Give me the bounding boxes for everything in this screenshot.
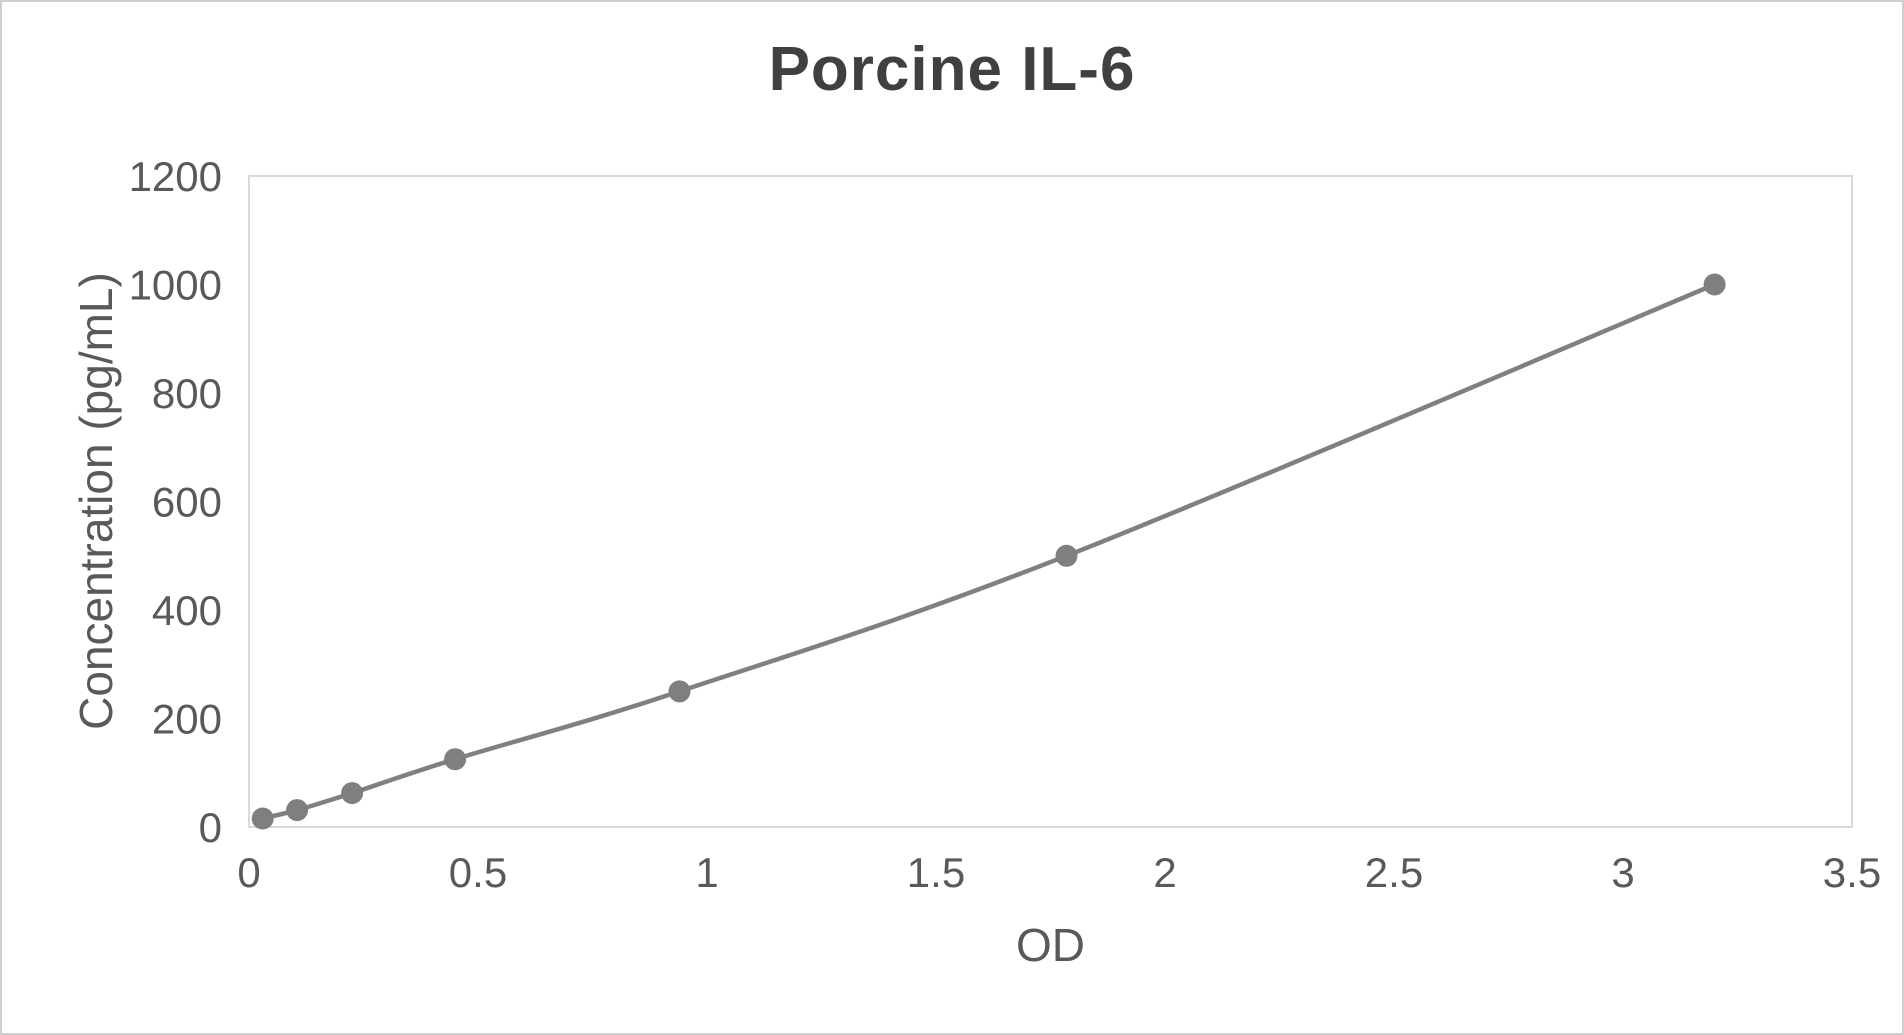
- data-point-marker: [341, 782, 364, 805]
- x-tick-label: 2.5: [1365, 849, 1423, 896]
- x-tick-label: 2: [1153, 849, 1176, 896]
- x-tick-label: 1.5: [907, 849, 965, 896]
- y-tick-label: 200: [152, 696, 222, 743]
- x-tick-label: 0.5: [449, 849, 507, 896]
- chart-title: Porcine IL-6: [768, 35, 1136, 104]
- data-point-marker: [1703, 273, 1726, 296]
- y-tick-label: 1200: [129, 153, 222, 200]
- y-tick-label: 400: [152, 587, 222, 634]
- x-axis-title: OD: [1016, 919, 1085, 971]
- y-tick-label: 800: [152, 370, 222, 417]
- x-tick-label: 1: [695, 849, 718, 896]
- y-tick-label: 1000: [129, 262, 222, 309]
- data-point-marker: [668, 680, 691, 703]
- y-tick-label: 600: [152, 479, 222, 526]
- x-tick-label: 3: [1611, 849, 1634, 896]
- y-axis-title: Concentration (pg/mL): [70, 272, 122, 730]
- series-line: [260, 282, 1717, 821]
- x-tick-label: 3.5: [1823, 849, 1881, 896]
- data-point-marker: [444, 748, 467, 771]
- data-point-marker: [251, 807, 274, 830]
- y-tick-label: 0: [199, 804, 222, 851]
- data-point-marker: [286, 799, 309, 822]
- plot-area-border: [248, 175, 1853, 828]
- data-point-marker: [1055, 544, 1078, 567]
- x-tick-label: 0: [237, 849, 260, 896]
